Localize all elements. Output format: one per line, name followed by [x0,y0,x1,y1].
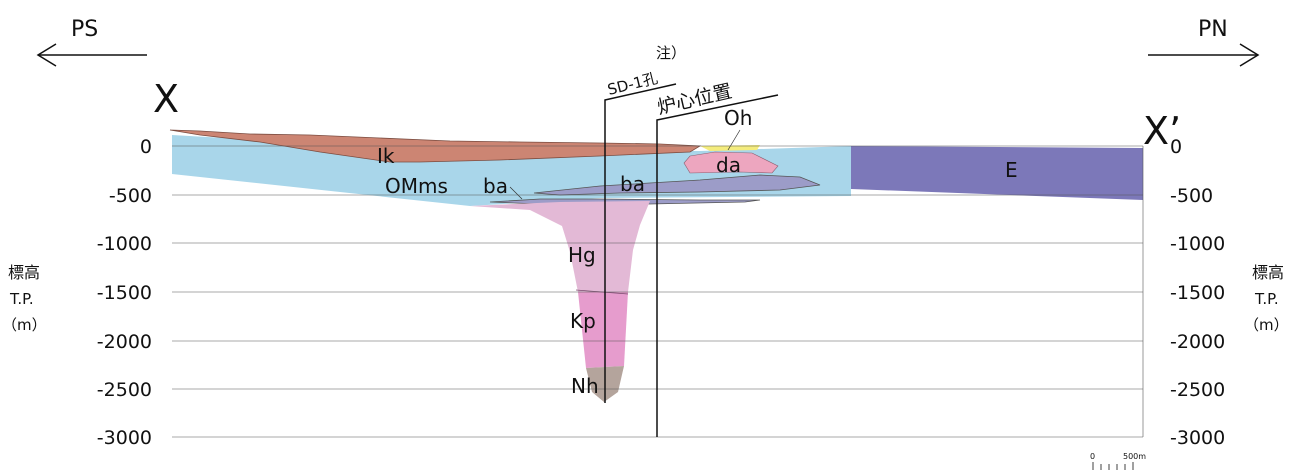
left-axis-ticks: 0 -500 -1000 -1500 -2000 -2500 -3000 [97,136,152,449]
left-tick-3000: -3000 [97,427,152,449]
label-E: E [1005,158,1018,182]
right-tick-3000: -3000 [1170,427,1225,449]
core-position: 炉心位置 [655,80,779,437]
direction-right: PN [1148,17,1260,67]
right-axis-title: 標高 T.P. （m） [1244,263,1289,334]
direction-left: PS [36,17,147,67]
label-Ik: Ik [377,144,395,168]
borehole-note: 注） [656,44,686,62]
unit-Kp [578,292,628,368]
right-axis-unit: （m） [1244,316,1289,334]
unit-E [851,146,1143,200]
right-tick-500: -500 [1170,185,1213,207]
section-start-label: X [153,77,179,121]
direction-right-label: PN [1198,17,1228,42]
ba-leader [509,186,523,200]
left-tick-1500: -1500 [97,282,152,304]
left-tick-500: -500 [109,185,152,207]
left-tick-1000: -1000 [97,233,152,255]
direction-left-label: PS [71,17,98,42]
scale-max: 500m [1123,452,1146,461]
right-axis-title-text: 標高 [1252,263,1284,282]
label-ba-right: ba [620,172,645,196]
left-tick-0: 0 [140,136,152,158]
right-tick-1500: -1500 [1170,282,1225,304]
right-tick-1000: -1000 [1170,233,1225,255]
right-tick-0: 0 [1170,136,1182,158]
label-Oh: Oh [724,106,752,130]
left-axis-title-text: 標高 [8,263,40,282]
right-tick-2000: -2000 [1170,331,1225,353]
unit-da [683,151,779,174]
unit-Hg [470,201,650,292]
label-ba-left: ba [483,174,508,198]
section-end-label: X’ [1143,109,1181,153]
scale-zero: 0 [1090,452,1095,461]
label-OMms: OMms [385,174,448,198]
label-Kp: Kp [570,309,596,333]
left-axis-title: 標高 T.P. （m） [2,263,47,334]
Oh-leader [727,129,741,151]
right-axis-datum: T.P. [1254,290,1279,308]
scale-bar: 0 500m [1090,452,1146,470]
left-axis-unit: （m） [2,316,47,334]
left-tick-2500: -2500 [97,379,152,401]
right-tick-2500: -2500 [1170,379,1225,401]
unit-Oh [700,145,760,151]
label-da: da [716,153,741,177]
left-axis-datum: T.P. [9,290,34,308]
left-tick-2000: -2000 [97,331,152,353]
right-axis-ticks: 0 -500 -1000 -1500 -2000 -2500 -3000 [1170,136,1225,449]
label-Hg: Hg [568,243,596,267]
label-Nh: Nh [571,374,599,398]
